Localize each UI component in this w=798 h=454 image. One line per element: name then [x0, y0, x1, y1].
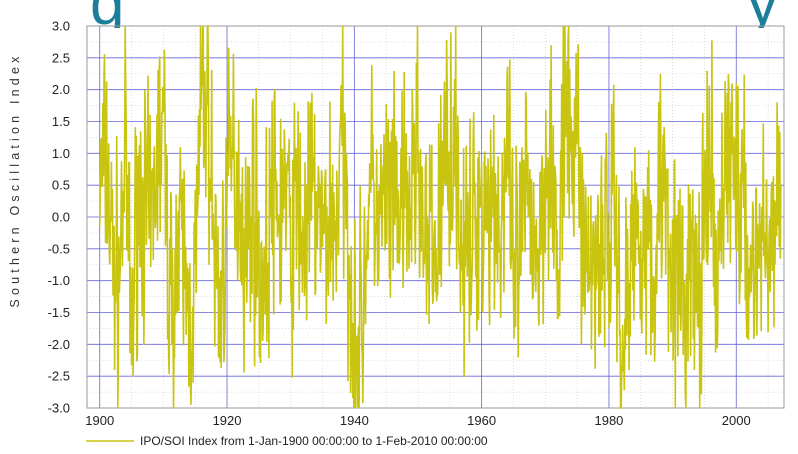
legend-label: IPO/SOI Index from 1-Jan-1900 00:00:00 t… — [140, 434, 488, 448]
x-tick-label: 1900 — [85, 413, 114, 428]
x-tick-label: 2000 — [722, 413, 751, 428]
y-tick-label: 0.0 — [52, 210, 70, 225]
y-tick-label: -1.0 — [48, 273, 70, 288]
plot-frame — [86, 25, 785, 409]
slide-title-left: g — [90, 0, 124, 28]
y-tick-label: 1.0 — [52, 146, 70, 161]
y-tick-label: -2.0 — [48, 337, 70, 352]
y-axis-label: Southern Oscillation Index — [8, 52, 22, 307]
x-tick-labels: 1900 1920 1940 1960 1980 2000 — [85, 413, 750, 428]
y-tick-label: -1.5 — [48, 305, 70, 320]
x-tick-label: 1960 — [467, 413, 496, 428]
y-tick-label: -3.0 — [48, 401, 70, 416]
y-tick-label: 2.0 — [52, 82, 70, 97]
legend[interactable]: IPO/SOI Index from 1-Jan-1900 00:00:00 t… — [86, 434, 488, 448]
y-tick-label: -0.5 — [48, 241, 70, 256]
slide-title-right: y — [747, 0, 778, 28]
y-tick-label: 0.5 — [52, 178, 70, 193]
y-tick-labels: 3.0 2.5 2.0 1.5 1.0 0.5 0.0 -0.5 -1.0 -1.5 -2.0 -2.… — [48, 19, 70, 416]
x-tick-label: 1980 — [594, 413, 623, 428]
slide-title-fragment: g y — [90, 0, 790, 28]
y-tick-label: -2.5 — [48, 369, 70, 384]
x-tick-label: 1940 — [340, 413, 369, 428]
x-tick-label: 1920 — [213, 413, 242, 428]
y-tick-label: 2.5 — [52, 50, 70, 65]
y-tick-label: 3.0 — [52, 19, 70, 34]
soi-series-line — [98, 25, 782, 409]
y-tick-label: 1.5 — [52, 114, 70, 129]
